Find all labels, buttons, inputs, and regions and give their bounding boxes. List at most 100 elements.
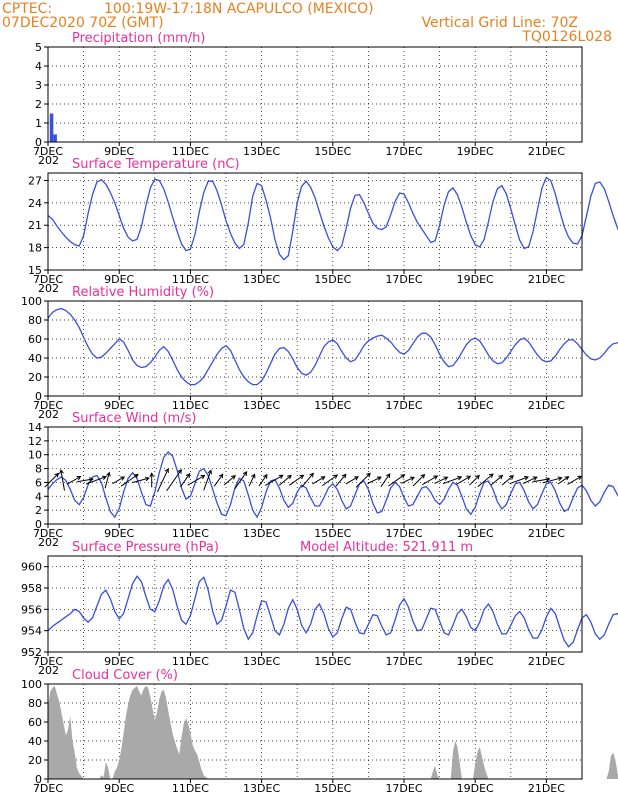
temp-series-line: [47, 176, 618, 261]
wind-vector-shaft: [400, 476, 415, 484]
pressure-xtick-label: 7DEC: [33, 655, 63, 668]
wind-vector-head: [164, 467, 169, 473]
wind-vector-shaft: [66, 476, 81, 485]
wind-vector: [157, 467, 169, 493]
wind-xtick-label: 11DEC: [172, 527, 209, 540]
wind-vector-shaft: [355, 472, 371, 488]
wind-vector: [469, 474, 480, 486]
wind-vector-shaft: [434, 476, 448, 484]
wind-ytick-label: 4: [35, 490, 42, 503]
wind-vector: [104, 471, 111, 489]
wind-vector: [66, 475, 82, 485]
rh-xtick-label: 15DEC: [314, 399, 351, 412]
wind-vector-head: [564, 476, 570, 481]
cloud-ytick-label: 100: [21, 678, 42, 691]
wind-vector-head: [106, 471, 111, 477]
wind-vector-shaft: [312, 476, 325, 485]
wind-xtick-label: 13DEC: [243, 527, 280, 540]
wind-xtick-label: 19DEC: [457, 527, 494, 540]
wind-vector: [355, 472, 371, 488]
wind-year-label: 202: [38, 536, 59, 549]
wind-vector-head: [218, 473, 224, 479]
wind-vector-head: [207, 469, 212, 475]
wind-vector: [345, 476, 360, 485]
wind-vector-head: [557, 476, 563, 481]
wind-vector: [234, 471, 248, 490]
wind-vector: [112, 476, 126, 485]
precip-xtick-label: 11DEC: [172, 145, 209, 158]
pressure-xtick-label: 15DEC: [314, 655, 351, 668]
wind-vector-shaft: [180, 473, 191, 488]
pressure-ytick-label: 954: [21, 625, 42, 638]
wind-vector-head: [54, 472, 60, 478]
wind-vector-shaft: [120, 474, 139, 487]
wind-vector-shaft: [335, 474, 347, 487]
rh-title: Relative Humidity (%): [72, 285, 214, 300]
header-source: CPTEC:: [2, 1, 52, 17]
wind-vector: [223, 475, 236, 486]
rh-xtick-label: 13DEC: [243, 399, 280, 412]
wind-vector-shaft: [104, 472, 110, 489]
rh-xtick-label: 19DEC: [457, 399, 494, 412]
wind-vector-head: [177, 468, 182, 474]
wind-vector-shaft: [345, 476, 359, 485]
cloud-ytick-label: 0: [35, 773, 42, 786]
temp-frame: [47, 172, 583, 271]
wind-vector-head: [433, 475, 439, 480]
pressure-title: Surface Pressure (hPa): [72, 540, 219, 555]
wind-vector-shaft: [112, 476, 125, 485]
wind-vector-head: [309, 472, 314, 478]
wind-vector-shaft: [265, 474, 284, 486]
wind-vector: [265, 474, 284, 486]
wind-vector-shaft: [278, 475, 292, 486]
precip-ytick-label: 4: [35, 60, 42, 73]
wind-vector-shaft: [248, 474, 256, 487]
temp-title: Surface Temperature (nC): [72, 157, 240, 172]
wind-vector-head: [532, 476, 538, 481]
rh-xtick-label: 11DEC: [172, 399, 209, 412]
temp-xtick-label: 21DEC: [528, 273, 565, 286]
header-product-code: TQ0126L028: [521, 29, 612, 45]
wind-vector: [180, 473, 191, 488]
precip-xtick-label: 15DEC: [314, 145, 351, 158]
wind-vector: [312, 476, 326, 485]
wind-frame: [47, 426, 583, 525]
wind-title: Surface Wind (m/s): [72, 411, 196, 426]
wind-vector: [388, 474, 406, 487]
wind-vector: [278, 474, 292, 486]
wind-ytick-label: 2: [35, 504, 42, 517]
cloud-panel: Cloud Cover (%) 0 20 40 60 80 100 7DEC 9DEC 11DEC…: [21, 668, 618, 795]
wind-vector-shaft: [85, 476, 107, 485]
wind-vector-head: [385, 473, 391, 479]
wind-vector-shaft: [567, 475, 582, 485]
wind-vector: [59, 469, 65, 491]
wind-ytick-label: 12: [28, 435, 42, 448]
wind-vector-shaft: [288, 474, 304, 486]
wind-vector-head: [102, 475, 107, 481]
pressure-xtick-label: 17DEC: [385, 655, 422, 668]
pressure-frame: [47, 555, 583, 653]
wind-xtick-label: 9DEC: [104, 527, 134, 540]
wind-vector: [567, 475, 583, 485]
rh-ytick-label: 40: [28, 352, 42, 365]
wind-vector-head: [443, 476, 449, 481]
wind-series-line: [47, 450, 618, 519]
temp-xtick-label: 19DEC: [457, 273, 494, 286]
wind-vector-shaft: [76, 478, 93, 483]
cloud-xtick-label: 15DEC: [314, 782, 351, 795]
rh-panel: Relative Humidity (%) 0 20 40 60 80 100 7DEC 9DE…: [21, 285, 618, 421]
temp-ytick-label: 21: [28, 219, 42, 232]
pressure-series-line: [47, 575, 618, 648]
wind-vector-head: [133, 473, 139, 479]
cloud-xtick-label: 7DEC: [33, 782, 63, 795]
precip-xtick-label: 17DEC: [385, 145, 422, 158]
wind-vector: [434, 476, 449, 484]
wind-vector-shaft: [542, 477, 562, 484]
wind-ytick-label: 0: [35, 518, 42, 531]
wind-vector: [367, 476, 382, 484]
wind-ytick-label: 6: [35, 476, 42, 489]
wind-vector: [380, 473, 391, 487]
wind-vector-head: [149, 472, 155, 478]
